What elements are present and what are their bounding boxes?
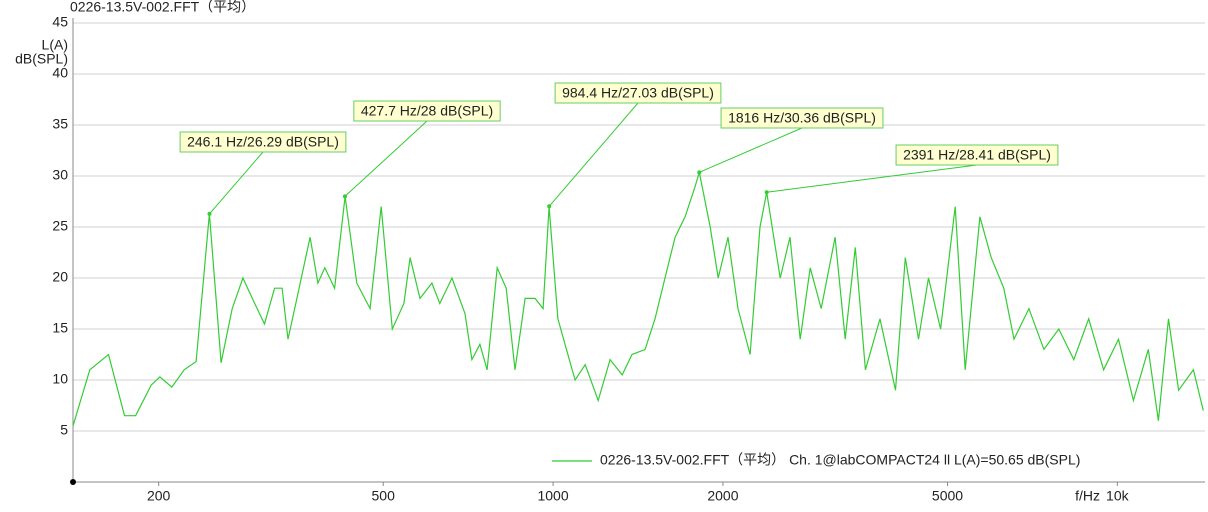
annotation-leader — [344, 120, 428, 197]
annotation-box — [720, 107, 884, 129]
y-tick-label: 30 — [52, 167, 68, 183]
annotation-label: 1816 Hz/30.36 dB(SPL) — [728, 110, 876, 126]
y-tick-label: 25 — [52, 218, 68, 234]
annotation-label: 246.1 Hz/26.29 dB(SPL) — [187, 134, 339, 150]
x-tick-label: 10k — [1106, 488, 1130, 504]
y-tick-label: 35 — [52, 116, 68, 132]
y-axis-label: dB(SPL) — [15, 51, 68, 67]
legend-bg — [548, 452, 1170, 470]
x-tick-label: 500 — [372, 488, 396, 504]
y-tick-label: 5 — [60, 422, 68, 438]
annotation-box — [179, 131, 347, 153]
annotation-label: 984.4 Hz/27.03 dB(SPL) — [562, 85, 714, 101]
annotation-leader — [548, 102, 639, 207]
data-line — [72, 172, 1204, 427]
annotation-point — [342, 194, 347, 199]
annotation-leader — [699, 127, 803, 173]
annotation-point — [207, 211, 212, 216]
annotation-box — [353, 100, 501, 122]
annotation-box — [895, 144, 1059, 166]
x-tick-label: 1000 — [537, 488, 568, 504]
y-tick-label: 15 — [52, 320, 68, 336]
y-tick-label: 40 — [52, 65, 68, 81]
y-tick-label: 20 — [52, 269, 68, 285]
y-tick-label: 10 — [52, 371, 68, 387]
annotation-point — [764, 190, 769, 195]
x-axis-label: f/Hz — [1075, 488, 1100, 504]
y-axis-label: L(A) — [42, 37, 68, 53]
annotation-box — [554, 82, 722, 104]
x-tick-label: 2000 — [707, 488, 738, 504]
annotation-point — [697, 170, 702, 175]
chart-title: 0226-13.5V-002.FFT（平均） — [70, 0, 255, 15]
x-tick-label: 200 — [147, 488, 171, 504]
annotation-leader — [766, 164, 978, 193]
origin-dot — [70, 479, 76, 485]
y-tick-label: 45 — [52, 14, 68, 30]
x-tick-label: 5000 — [932, 488, 963, 504]
annotation-label: 2391 Hz/28.41 dB(SPL) — [903, 147, 1051, 163]
annotation-label: 427.7 Hz/28 dB(SPL) — [361, 103, 493, 119]
annotation-point — [547, 204, 552, 209]
legend-label: 0226-13.5V-002.FFT（平均） Ch. 1@labCOMPACT2… — [600, 452, 1080, 468]
annotation-leader — [209, 151, 264, 215]
